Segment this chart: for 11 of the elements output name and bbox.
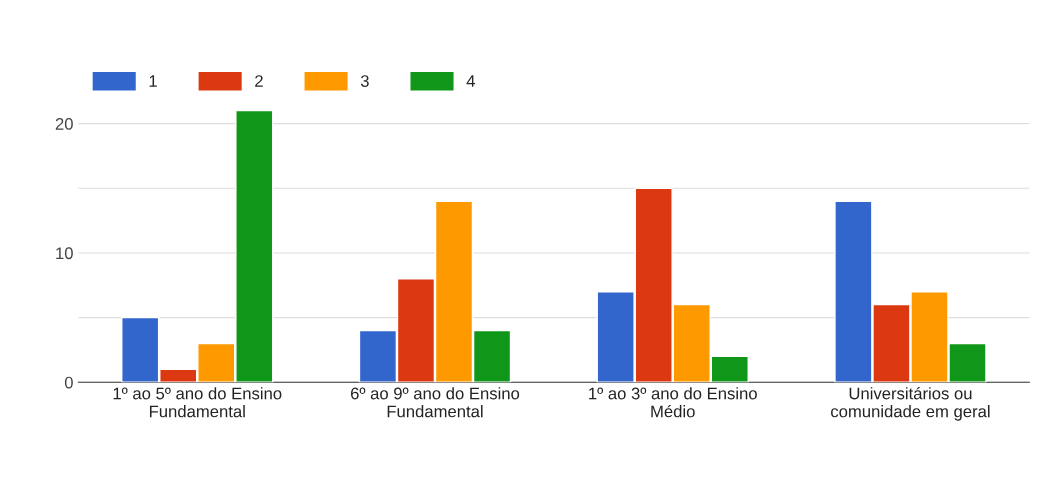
x-tick-label: Universitários ou comunidade em geral [831,386,990,421]
legend-label: 1 [149,75,157,87]
legend-label: 4 [466,75,475,87]
legend-label: 3 [360,75,369,87]
x-tick-label: 1º ao 3º ano do Ensino Médio [589,387,757,418]
x-tick-label: 1º ao 5º ano do Ensino Fundamental [113,387,282,418]
y-tick-label: 20 [55,118,73,130]
legend-label: 2 [255,75,263,87]
x-tick-label: 6º ao 9º ano do Ensino Fundamental [350,387,520,418]
y-tick-label: 10 [56,247,73,260]
y-tick-label: 0 [64,376,73,389]
